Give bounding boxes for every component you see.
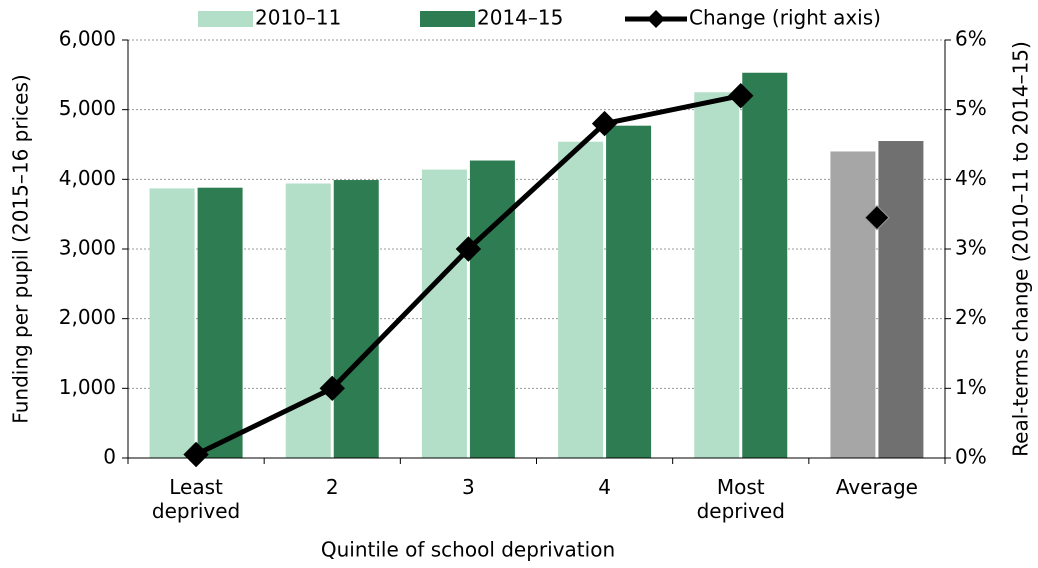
y2-axis-label: Real-terms change (2010–11 to 2014–15) — [1009, 41, 1033, 457]
x-tick-label: Average — [835, 475, 918, 499]
x-tick-label: Least deprived — [151, 475, 241, 523]
y2-tick-label: 4% — [955, 166, 987, 190]
y2-tick-label: 1% — [955, 375, 987, 399]
bar — [742, 72, 788, 458]
x-tick-label: 4 — [598, 475, 611, 499]
marker — [728, 83, 754, 109]
y-tick-label: 4,000 — [59, 166, 116, 190]
y2-tick-label: 3% — [955, 236, 987, 260]
legend-label: 2010–11 — [255, 6, 341, 30]
y-tick-label: 1,000 — [59, 375, 116, 399]
bar — [830, 151, 876, 458]
y2-tick-label: 0% — [955, 445, 987, 469]
marker — [591, 110, 618, 137]
y2-tick-label: 5% — [955, 96, 987, 120]
legend-swatch — [198, 11, 253, 27]
bar — [149, 188, 195, 458]
bar — [606, 125, 652, 458]
legend-label: 2014–15 — [477, 6, 563, 30]
x-axis-label: Quintile of school deprivation — [321, 538, 615, 562]
bar — [878, 141, 924, 458]
marker — [319, 375, 345, 402]
legend-swatch — [420, 11, 475, 27]
bar — [558, 141, 604, 459]
x-tick-label: 3 — [462, 475, 475, 499]
bar — [333, 180, 379, 458]
line — [194, 93, 742, 457]
bar — [421, 169, 467, 458]
marker — [455, 236, 482, 262]
marker — [864, 204, 890, 231]
y-tick-label: 6,000 — [59, 27, 116, 51]
legend-marker — [647, 10, 665, 28]
legend-label: Change (right axis) — [689, 6, 881, 30]
x-tick-label: 2 — [325, 475, 339, 499]
y-tick-label: 5,000 — [59, 96, 116, 120]
y-tick-label: 2,000 — [59, 305, 116, 329]
y2-tick-label: 2% — [955, 305, 987, 329]
bar — [285, 183, 331, 458]
x-tick-label: Most deprived — [696, 475, 785, 523]
bar — [694, 92, 740, 458]
y-tick-label: 0 — [103, 445, 116, 469]
bar — [197, 187, 243, 458]
bar — [469, 160, 515, 459]
y-tick-label: 3,000 — [59, 236, 116, 260]
marker — [183, 441, 209, 468]
y-axis-label: Funding per pupil (2015–16 prices) — [9, 74, 33, 423]
y2-tick-label: 6% — [955, 27, 987, 51]
